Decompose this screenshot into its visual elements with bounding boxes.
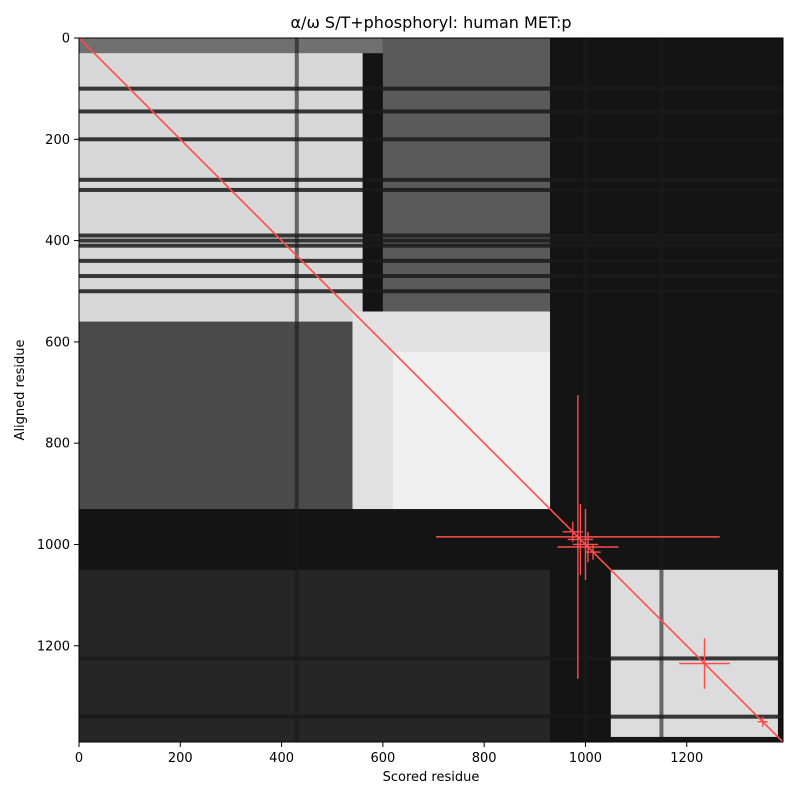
y-axis-label: Aligned residue [13, 340, 28, 441]
heatmap-stripe [79, 187, 783, 192]
heatmap-stripe [79, 258, 783, 263]
y-tick-label: 800 [45, 437, 70, 452]
site-marker [585, 544, 601, 560]
x-axis-label: Scored residue [383, 770, 480, 785]
heatmap-stripe [79, 656, 783, 661]
site-marker [679, 638, 730, 689]
heatmap-stripe [294, 38, 299, 742]
heatmap-block [79, 38, 383, 54]
overlay-layer [79, 38, 783, 742]
site-marker [757, 716, 768, 727]
y-tick-label: 0 [62, 32, 70, 47]
y-tick-label: 200 [45, 133, 70, 148]
site-marker [572, 509, 599, 580]
x-tick-label: 400 [269, 751, 294, 766]
x-tick-label: 1200 [670, 751, 703, 766]
heatmap-stripe [79, 289, 783, 294]
diagonal-line [79, 38, 783, 742]
heatmap-stripe [79, 714, 783, 719]
x-tick-label: 200 [168, 751, 193, 766]
heatmap-stripe [583, 38, 588, 742]
heatmap-stripe [659, 38, 664, 742]
x-tick-label: 0 [75, 751, 83, 766]
x-axis: 0 200 400 600 800 1000 1200 [75, 742, 703, 766]
y-tick-label: 600 [45, 335, 70, 350]
x-tick-label: 1000 [569, 751, 602, 766]
chart-title: α/ω S/T+phosphoryl: human MET:p [291, 13, 572, 32]
heatmap-stripe [79, 109, 783, 114]
heatmap-stripe [79, 137, 783, 142]
heatmap-stripe [79, 274, 783, 279]
site-marker [436, 395, 720, 679]
x-tick-label: 600 [370, 751, 395, 766]
x-tick-label: 800 [472, 751, 497, 766]
heatmap-stripe [79, 243, 783, 248]
y-tick-label: 1200 [37, 639, 70, 654]
site-marker [557, 531, 619, 563]
heatmap-stripe [79, 177, 783, 182]
y-tick-label: 1000 [37, 538, 70, 553]
plot-area [78, 37, 784, 743]
heatmap-stripe [79, 233, 783, 238]
heatmap-stripe [79, 238, 783, 243]
heatmap-region [79, 569, 551, 742]
y-axis: 0 200 400 600 800 1000 1200 [37, 32, 79, 654]
plot-frame [78, 37, 784, 743]
y-tick-label: 400 [45, 234, 70, 249]
heatmap-region [382, 38, 551, 317]
site-marker [567, 503, 594, 575]
heatmap-stripe [79, 86, 783, 91]
site-marker [562, 521, 583, 542]
